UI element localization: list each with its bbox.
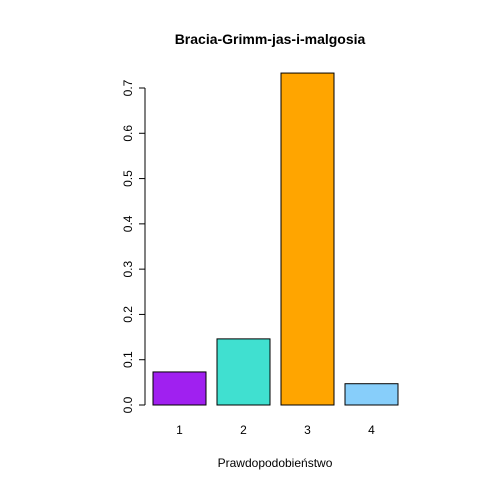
y-tick-label: 0.0 bbox=[121, 396, 135, 413]
chart-title: Bracia-Grimm-jas-i-malgosia bbox=[175, 31, 366, 47]
y-axis-ticks: 0.0 0.1 0.2 0.3 0.4 0.5 0.6 0.7 bbox=[121, 79, 145, 413]
x-axis-label: Prawdopodobieństwo bbox=[218, 456, 333, 470]
x-axis-tick-labels: 1 2 3 4 bbox=[176, 423, 375, 437]
bars-group bbox=[152, 72, 399, 406]
y-tick-label: 0.1 bbox=[121, 351, 135, 368]
y-tick-label: 0.2 bbox=[121, 306, 135, 323]
x-tick-label-1: 1 bbox=[176, 423, 183, 437]
bar-3 bbox=[280, 72, 335, 406]
y-tick-label: 0.5 bbox=[121, 170, 135, 187]
bar-1 bbox=[152, 371, 207, 406]
bar-2 bbox=[216, 338, 271, 406]
y-tick-label: 0.3 bbox=[121, 260, 135, 277]
y-tick-label: 0.6 bbox=[121, 125, 135, 142]
x-tick-label-3: 3 bbox=[304, 423, 311, 437]
y-tick-label: 0.7 bbox=[121, 79, 135, 96]
x-tick-label-4: 4 bbox=[368, 423, 375, 437]
x-tick-label-2: 2 bbox=[240, 423, 247, 437]
bar-4 bbox=[344, 383, 399, 406]
y-tick-label: 0.4 bbox=[121, 215, 135, 232]
